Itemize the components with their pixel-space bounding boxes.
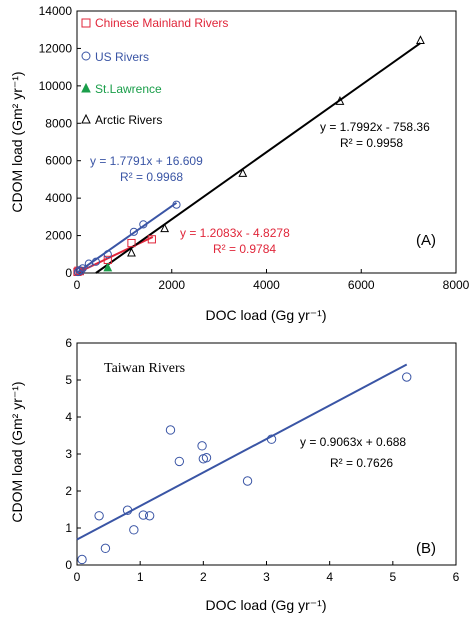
panel-b-x-axis-title: DOC load (Gg yr⁻¹) (206, 597, 327, 613)
panel-a-y-tick-label: 8000 (45, 116, 72, 130)
legend-label-chinese-mainland-rivers: Chinese Mainland Rivers (95, 16, 228, 30)
panel-a-legend: Chinese Mainland Rivers US Rivers St.Law… (81, 16, 228, 127)
data-point-taiwan-rivers (165, 425, 176, 435)
fit-line-taiwan-rivers (76, 363, 408, 541)
equation-taiwan-rivers: y = 0.9063x + 0.688 (300, 435, 406, 449)
legend-marker-arctic-rivers (81, 113, 91, 124)
panel-a-points (73, 35, 425, 277)
data-point-taiwan-rivers (242, 476, 253, 486)
data-point-us-rivers (172, 200, 181, 209)
panel-b-y-tick-label: 3 (65, 447, 72, 461)
panel-b-x-tick-label: 5 (389, 570, 396, 584)
data-point-taiwan-rivers (138, 510, 149, 520)
legend-marker-chinese-mainland-rivers (81, 18, 91, 28)
r2-chinese-mainland-rivers: R² = 0.9784 (213, 242, 276, 256)
data-point-us-rivers (78, 264, 87, 273)
panel-b-y-axis-title: CDOM load (Gm² yr⁻¹) (9, 381, 25, 522)
panel-a-x-tick-label: 6000 (348, 278, 375, 292)
panel-b-annotation: Taiwan Rivers (104, 361, 185, 376)
data-point-arctic-rivers (335, 96, 345, 105)
legend-marker-us-rivers (81, 51, 91, 61)
fit-line-us-rivers (76, 201, 178, 274)
panel-a-y-tick-label: 0 (65, 266, 72, 280)
data-point-us-rivers (139, 220, 148, 229)
data-point-arctic-rivers (160, 223, 170, 233)
panel-b-x-tick-label: 0 (74, 570, 81, 584)
data-point-taiwan-rivers (94, 511, 104, 521)
panel-a-y-axis-title: CDOM load (Gm² yr⁻¹) (9, 71, 25, 212)
panel-a-y-tick-label: 10000 (39, 79, 73, 93)
r2-us-rivers: R² = 0.9968 (120, 170, 183, 184)
panel-b-y-tick-label: 1 (65, 521, 72, 535)
equation-us-rivers: y = 1.7791x + 16.609 (90, 154, 203, 168)
data-point-taiwan-rivers (122, 505, 133, 515)
panel-b-y-tick-label: 2 (65, 484, 72, 498)
data-point-arctic-rivers (416, 35, 425, 45)
panel-b-ticks: 0 1 2 3 4 5 6 0 1 2 3 4 5 6 (65, 336, 459, 584)
panel-b: 0 1 2 3 4 5 6 0 1 2 3 4 5 6 Taiwan Rivers y = 0.9063x… (9, 336, 460, 613)
legend-label-st-lawrence: St.Lawrence (95, 82, 162, 96)
panel-a-ticks: 0 2000 4000 6000 8000 0 2000 4000 6000 8000 10000 1… (39, 4, 470, 292)
panel-b-x-tick-label: 2 (200, 570, 207, 584)
panel-a-x-tick-label: 0 (74, 278, 81, 292)
panel-a-x-axis-title: DOC load (Gg yr⁻¹) (206, 307, 327, 323)
panel-b-x-tick-label: 3 (263, 570, 270, 584)
panel-b-plot-frame (76, 342, 457, 566)
panel-b-x-tick-label: 6 (453, 570, 460, 584)
data-point-chinese-mainland-rivers (147, 235, 156, 244)
equation-chinese-mainland-rivers: y = 1.2083x - 4.8278 (180, 226, 290, 240)
fit-line-arctic-rivers (95, 42, 422, 274)
panel-a-y-tick-label: 12000 (39, 41, 73, 55)
data-point-us-rivers (129, 227, 138, 236)
panel-b-fit-lines (76, 363, 408, 541)
data-point-taiwan-rivers (129, 525, 139, 535)
panel-b-points (77, 372, 412, 565)
panel-a-x-tick-label: 4000 (253, 278, 280, 292)
panel-a-y-tick-label: 4000 (45, 191, 72, 205)
panel-a-y-tick-label: 14000 (39, 4, 73, 18)
panel-b-y-tick-label: 4 (65, 410, 72, 424)
legend-label-us-rivers: US Rivers (95, 50, 149, 64)
panel-b-y-tick-label: 6 (65, 336, 72, 350)
panel-a: 0 2000 4000 6000 8000 0 2000 4000 6000 8000 10000 1… (9, 4, 470, 323)
r2-taiwan-rivers: R² = 0.7626 (330, 456, 393, 470)
panel-a-y-tick-label: 2000 (45, 229, 72, 243)
panel-b-y-tick-label: 5 (65, 373, 72, 387)
data-point-taiwan-rivers (77, 554, 87, 565)
data-point-taiwan-rivers (201, 453, 212, 463)
panel-a-x-tick-label: 8000 (443, 278, 470, 292)
data-point-taiwan-rivers (100, 543, 111, 554)
panel-b-label: (B) (416, 540, 436, 557)
data-point-taiwan-rivers (144, 511, 155, 521)
equation-arctic-rivers: y = 1.7992x - 758.36 (320, 120, 430, 134)
panel-a-y-tick-label: 6000 (45, 154, 72, 168)
data-point-st-lawrence (103, 262, 113, 272)
data-point-arctic-rivers (238, 168, 248, 177)
data-point-arctic-rivers (127, 247, 136, 257)
panel-a-x-tick-label: 2000 (158, 278, 185, 292)
data-point-chinese-mainland-rivers (127, 238, 136, 248)
data-point-taiwan-rivers (197, 441, 207, 451)
panel-b-x-tick-label: 4 (326, 570, 333, 584)
data-point-taiwan-rivers (402, 372, 412, 382)
panel-b-x-tick-label: 1 (137, 570, 144, 584)
panel-a-label: (A) (416, 232, 436, 249)
data-point-us-rivers (76, 266, 85, 275)
data-point-us-rivers (91, 257, 101, 266)
data-point-taiwan-rivers (174, 456, 185, 467)
data-point-us-rivers (103, 250, 112, 259)
legend-marker-st-lawrence (81, 82, 91, 93)
legend-label-arctic-rivers: Arctic Rivers (95, 113, 162, 127)
r2-arctic-rivers: R² = 0.9958 (340, 136, 403, 150)
data-point-taiwan-rivers (266, 434, 277, 444)
panel-b-y-tick-label: 0 (65, 558, 72, 572)
